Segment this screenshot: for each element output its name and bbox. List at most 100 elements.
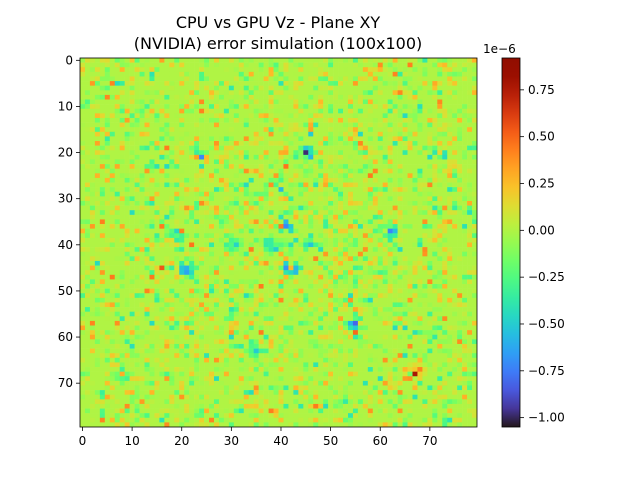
heatmap-cell <box>333 104 339 110</box>
heatmap-cell <box>233 330 240 336</box>
heatmap-cell <box>159 288 165 294</box>
heatmap-cell <box>427 320 433 326</box>
heatmap-cell <box>397 214 403 220</box>
heatmap-cell <box>189 343 195 349</box>
heatmap-cell <box>467 325 473 331</box>
heatmap-cell <box>412 58 418 63</box>
heatmap-cell <box>283 320 289 326</box>
heatmap-cell <box>352 168 359 174</box>
heatmap-cell <box>248 168 254 174</box>
heatmap-cell <box>134 270 140 276</box>
heatmap-cell <box>397 219 403 225</box>
heatmap-cell <box>278 270 284 276</box>
heatmap-cell <box>169 325 175 331</box>
heatmap-cell <box>104 316 111 322</box>
heatmap-cell <box>154 224 160 229</box>
heatmap-cell <box>89 265 96 271</box>
heatmap-cell <box>263 173 269 179</box>
heatmap-cell <box>402 150 408 156</box>
heatmap-cell <box>318 219 324 225</box>
heatmap-cell <box>184 325 190 331</box>
heatmap-cell <box>243 71 250 77</box>
heatmap-cell <box>104 168 111 174</box>
heatmap-cell <box>412 168 418 174</box>
heatmap-cell <box>362 85 369 91</box>
heatmap-cell <box>333 219 339 225</box>
heatmap-cell <box>432 251 438 257</box>
heatmap-cell <box>204 316 210 322</box>
heatmap-cell <box>119 71 125 77</box>
heatmap-cell <box>144 71 150 77</box>
heatmap-cell <box>144 90 150 96</box>
heatmap-cell <box>323 288 329 294</box>
heatmap-cell <box>402 247 408 253</box>
heatmap-cell <box>357 297 364 303</box>
heatmap-cell <box>248 205 254 211</box>
heatmap-cell <box>189 62 195 68</box>
heatmap-cell <box>84 279 91 285</box>
heatmap-cell <box>308 210 314 216</box>
heatmap-cell <box>407 81 413 86</box>
heatmap-cell <box>204 237 210 243</box>
heatmap-cell <box>238 251 245 257</box>
heatmap-cell <box>154 159 160 165</box>
heatmap-cell <box>253 233 259 239</box>
heatmap-cell <box>273 247 279 253</box>
heatmap-cell <box>392 307 398 312</box>
heatmap-cell <box>367 325 374 331</box>
heatmap-cell <box>352 297 359 303</box>
heatmap-cell <box>209 154 215 160</box>
heatmap-cell <box>89 131 96 137</box>
heatmap-cell <box>382 256 388 262</box>
heatmap-cell <box>174 173 180 179</box>
heatmap-cell <box>333 145 339 151</box>
heatmap-cell <box>417 237 423 243</box>
heatmap-cell <box>313 99 319 105</box>
heatmap-cell <box>243 94 250 100</box>
heatmap-cell <box>437 260 443 266</box>
heatmap-cell <box>347 196 354 202</box>
heatmap-cell <box>238 108 245 114</box>
heatmap-cell <box>109 293 116 299</box>
heatmap-cell <box>278 127 284 133</box>
heatmap-cell <box>139 94 145 100</box>
heatmap-cell <box>447 210 453 216</box>
heatmap-cell <box>233 260 240 266</box>
heatmap-cell <box>164 159 170 165</box>
heatmap-cell <box>452 85 458 91</box>
heatmap-cell <box>333 71 339 77</box>
heatmap-cell <box>377 293 384 299</box>
heatmap-cell <box>84 265 91 271</box>
heatmap-cell <box>169 85 175 91</box>
heatmap-cell <box>80 122 86 128</box>
heatmap-cell <box>437 205 443 211</box>
heatmap-cell <box>179 104 185 110</box>
heatmap-cell <box>412 260 418 266</box>
heatmap-cell <box>343 307 349 312</box>
heatmap-cell <box>417 94 423 100</box>
heatmap-cell <box>124 307 130 312</box>
heatmap-cell <box>144 205 150 211</box>
heatmap-cell <box>372 99 379 105</box>
heatmap-cell <box>338 58 344 63</box>
heatmap-cell <box>248 279 254 285</box>
heatmap-cell <box>139 90 145 96</box>
heatmap-cell <box>362 233 369 239</box>
heatmap-cell <box>447 205 453 211</box>
heatmap-cell <box>323 159 329 165</box>
heatmap-cell <box>467 228 473 234</box>
heatmap-cell <box>323 219 329 225</box>
heatmap-cell <box>99 182 106 188</box>
heatmap-cell <box>352 145 359 151</box>
heatmap-cell <box>80 297 86 303</box>
heatmap-cell <box>377 311 384 317</box>
heatmap-cell <box>263 214 269 220</box>
heatmap-cell <box>442 71 448 77</box>
heatmap-cell <box>328 260 334 266</box>
heatmap-cell <box>347 67 354 73</box>
heatmap-cell <box>293 279 299 285</box>
heatmap-cell <box>213 265 220 271</box>
heatmap-cell <box>169 256 175 262</box>
heatmap-cell <box>258 210 264 216</box>
heatmap-cell <box>139 247 145 253</box>
